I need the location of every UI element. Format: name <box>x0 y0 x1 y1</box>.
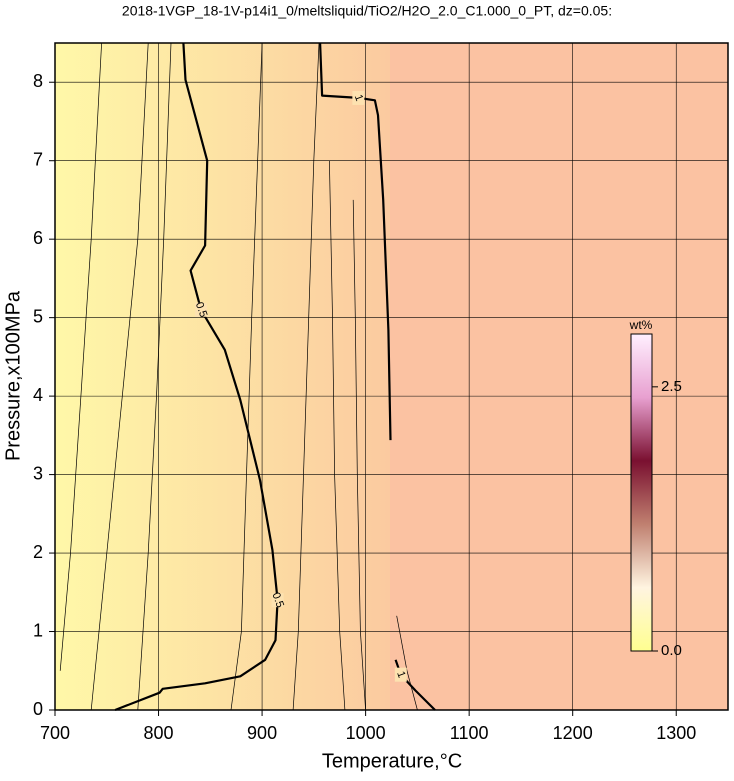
y-tick-label: 5 <box>33 306 43 326</box>
x-tick-label: 1200 <box>553 723 593 743</box>
x-tick-label: 800 <box>144 723 174 743</box>
x-tick-label: 900 <box>247 723 277 743</box>
contour-label: 0.5 <box>193 301 210 319</box>
x-tick-label: 700 <box>40 723 70 743</box>
x-tick-label: 1100 <box>450 723 489 743</box>
thin-contour <box>230 42 263 711</box>
field-gradient <box>55 43 390 710</box>
contour-label-bg <box>271 593 284 608</box>
contour-line <box>319 42 436 711</box>
y-tick-label: 7 <box>33 149 43 169</box>
contour-line <box>114 42 279 712</box>
thin-contour <box>396 615 418 711</box>
colorbar-tick-label: 0.0 <box>661 642 682 659</box>
plot-frame <box>54 42 729 711</box>
x-tick-label: 1000 <box>346 723 386 743</box>
x-axis-label: Temperature,°C <box>322 750 462 772</box>
y-tick-label: 1 <box>33 620 43 640</box>
y-tick-label: 6 <box>33 228 43 248</box>
colorbar <box>630 333 653 652</box>
thin-contour <box>329 160 346 711</box>
contour-label: 1 <box>352 93 365 103</box>
y-tick-label: 3 <box>33 463 43 483</box>
colorbar-label: wt% <box>629 318 653 332</box>
contour-label-bg <box>194 302 207 317</box>
contour-label: 0.5 <box>269 591 286 609</box>
colorbar-tick-label: 2.5 <box>661 378 682 395</box>
x-tick-label: 1300 <box>656 723 696 743</box>
y-tick-label: 0 <box>33 699 43 719</box>
thin-contour <box>352 199 366 711</box>
thin-contour <box>137 42 172 711</box>
chart-title: 2018-1VGP_18-1V-p14i1_0/meltsliquid/TiO2… <box>122 3 612 19</box>
y-tick-label: 2 <box>33 542 43 562</box>
y-axis-label: Pressure,x100MPa <box>2 290 24 461</box>
contour-label-bg <box>394 667 407 682</box>
thin-contour <box>59 42 102 671</box>
contour-label: 1 <box>394 670 407 680</box>
y-tick-label: 4 <box>33 385 43 405</box>
y-tick-label: 8 <box>33 71 43 91</box>
thin-contour <box>292 42 320 711</box>
thin-contour <box>90 42 149 711</box>
contour-label-bg <box>352 90 365 105</box>
